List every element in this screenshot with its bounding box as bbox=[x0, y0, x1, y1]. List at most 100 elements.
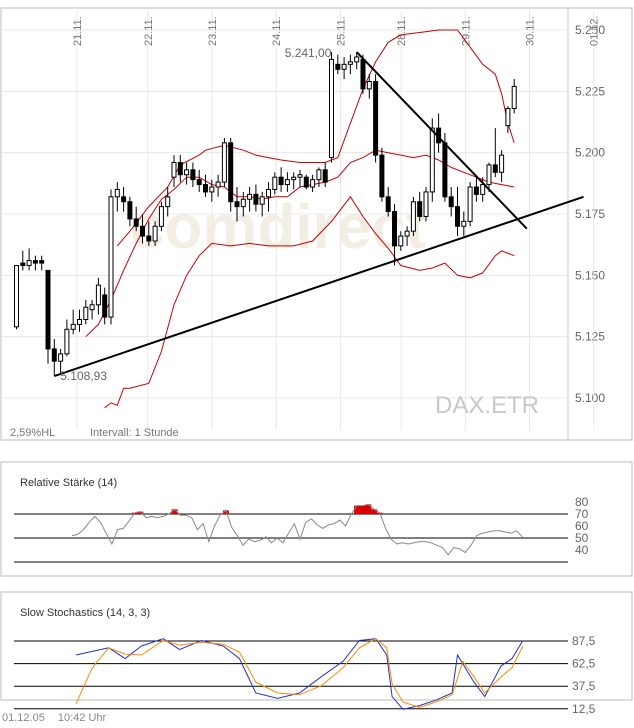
stoch-y-tick: 12,5 bbox=[572, 702, 596, 716]
stoch-title: Slow Stochastics (14, 3, 3) bbox=[20, 607, 150, 619]
candle-body bbox=[58, 353, 64, 362]
change-label: 2,59%HL bbox=[10, 427, 55, 439]
date-label: 30.11. bbox=[525, 16, 537, 46]
watermark-logo: comdirect bbox=[130, 193, 426, 262]
candle-body bbox=[310, 179, 316, 188]
date-label: 24.11. bbox=[271, 16, 283, 46]
date-label: 22.11. bbox=[143, 16, 155, 46]
candle-body bbox=[196, 179, 202, 186]
candle-body bbox=[77, 318, 82, 325]
candle-body bbox=[247, 193, 253, 200]
candle-body bbox=[322, 169, 328, 183]
price-y-tick: 5.175 bbox=[575, 207, 605, 221]
candle-body bbox=[473, 186, 479, 195]
price-y-tick: 5.100 bbox=[575, 391, 605, 405]
stoch-panel-frame bbox=[0, 591, 633, 701]
date-label: 23.11. bbox=[207, 16, 219, 46]
candle-body bbox=[511, 85, 517, 110]
candle-body bbox=[39, 260, 45, 264]
interval-label: Intervall: 1 Stunde bbox=[90, 427, 179, 439]
candle-body bbox=[158, 206, 164, 227]
candle-body bbox=[335, 63, 341, 70]
candle-body bbox=[480, 184, 486, 195]
date-label: 25.11. bbox=[335, 16, 347, 46]
candle-body bbox=[95, 284, 101, 306]
candle-body bbox=[209, 186, 215, 193]
rsi-y-tick: 40 bbox=[575, 543, 589, 557]
candle-body bbox=[354, 56, 360, 63]
candle-body bbox=[373, 81, 379, 156]
stoch-y-tick: 62,5 bbox=[572, 657, 596, 671]
candle-body bbox=[114, 188, 120, 198]
candle-body bbox=[121, 196, 127, 203]
instrument-label: DAX.ETR bbox=[435, 392, 539, 419]
candle-body bbox=[467, 186, 473, 222]
stoch-y-tick: 87,5 bbox=[572, 634, 596, 648]
candle-body bbox=[492, 164, 498, 173]
candle-body bbox=[423, 191, 429, 217]
candle-body bbox=[203, 184, 208, 193]
candle-body bbox=[329, 58, 334, 159]
trendline bbox=[355, 51, 528, 230]
rsi-panel-frame bbox=[0, 461, 633, 577]
candle-body bbox=[379, 154, 385, 198]
candle-body bbox=[133, 218, 139, 227]
candle-body bbox=[240, 198, 246, 208]
candle-body bbox=[190, 169, 196, 181]
candle-body bbox=[404, 230, 410, 237]
candle-body bbox=[385, 196, 391, 213]
candle-body bbox=[303, 176, 309, 188]
candle-body bbox=[499, 154, 505, 173]
candle-body bbox=[152, 225, 158, 242]
price-y-tick: 5.200 bbox=[575, 146, 605, 160]
candle-body bbox=[461, 220, 467, 227]
candle-body bbox=[442, 142, 448, 198]
stoch-k-line bbox=[75, 638, 524, 710]
candle-body bbox=[20, 262, 26, 267]
candle-body bbox=[341, 63, 347, 70]
rsi-y-tick: 80 bbox=[575, 495, 589, 509]
candle-body bbox=[215, 181, 221, 188]
candle-body bbox=[234, 201, 240, 208]
candle-body bbox=[177, 161, 183, 176]
candle-body bbox=[228, 142, 234, 203]
rsi-y-tick: 60 bbox=[575, 519, 589, 533]
candle-body bbox=[64, 328, 70, 355]
candle-body bbox=[108, 196, 114, 318]
candle-body bbox=[347, 61, 353, 65]
date-label: 01.12. bbox=[589, 15, 601, 46]
candle-body bbox=[366, 81, 372, 90]
candle-body bbox=[392, 211, 397, 247]
stoch-y-tick: 37,5 bbox=[572, 679, 596, 693]
candle-body bbox=[14, 265, 19, 328]
price-y-tick: 5.125 bbox=[575, 330, 605, 344]
rsi-overbought-fill bbox=[131, 504, 383, 514]
price-panel-frame bbox=[0, 7, 633, 441]
candle-body bbox=[297, 174, 303, 178]
candle-body bbox=[486, 164, 492, 186]
candle-body bbox=[455, 206, 460, 227]
high-annotation: 5.241,00 bbox=[285, 46, 332, 60]
candle-body bbox=[165, 196, 171, 208]
candle-body bbox=[221, 142, 227, 183]
candle-body bbox=[253, 193, 259, 205]
candle-body bbox=[360, 58, 366, 90]
candle-body bbox=[146, 235, 152, 242]
footer-date: 01.12.05 bbox=[2, 712, 45, 724]
trendline bbox=[53, 195, 584, 378]
candle-body bbox=[83, 306, 89, 320]
candle-body bbox=[102, 294, 108, 318]
candle-body bbox=[259, 196, 265, 205]
candle-body bbox=[291, 176, 297, 181]
date-label: 21.11. bbox=[72, 16, 84, 46]
candle-body bbox=[429, 127, 435, 193]
candle-body bbox=[417, 201, 423, 217]
candle-body bbox=[410, 201, 416, 232]
price-y-tick: 5.225 bbox=[575, 84, 605, 98]
stoch-d-line bbox=[75, 638, 524, 708]
candle-body bbox=[398, 235, 404, 247]
date-label: 28.11. bbox=[396, 16, 408, 46]
rsi-title: Relative Stärke (14) bbox=[20, 477, 117, 489]
candle-body bbox=[272, 176, 278, 190]
